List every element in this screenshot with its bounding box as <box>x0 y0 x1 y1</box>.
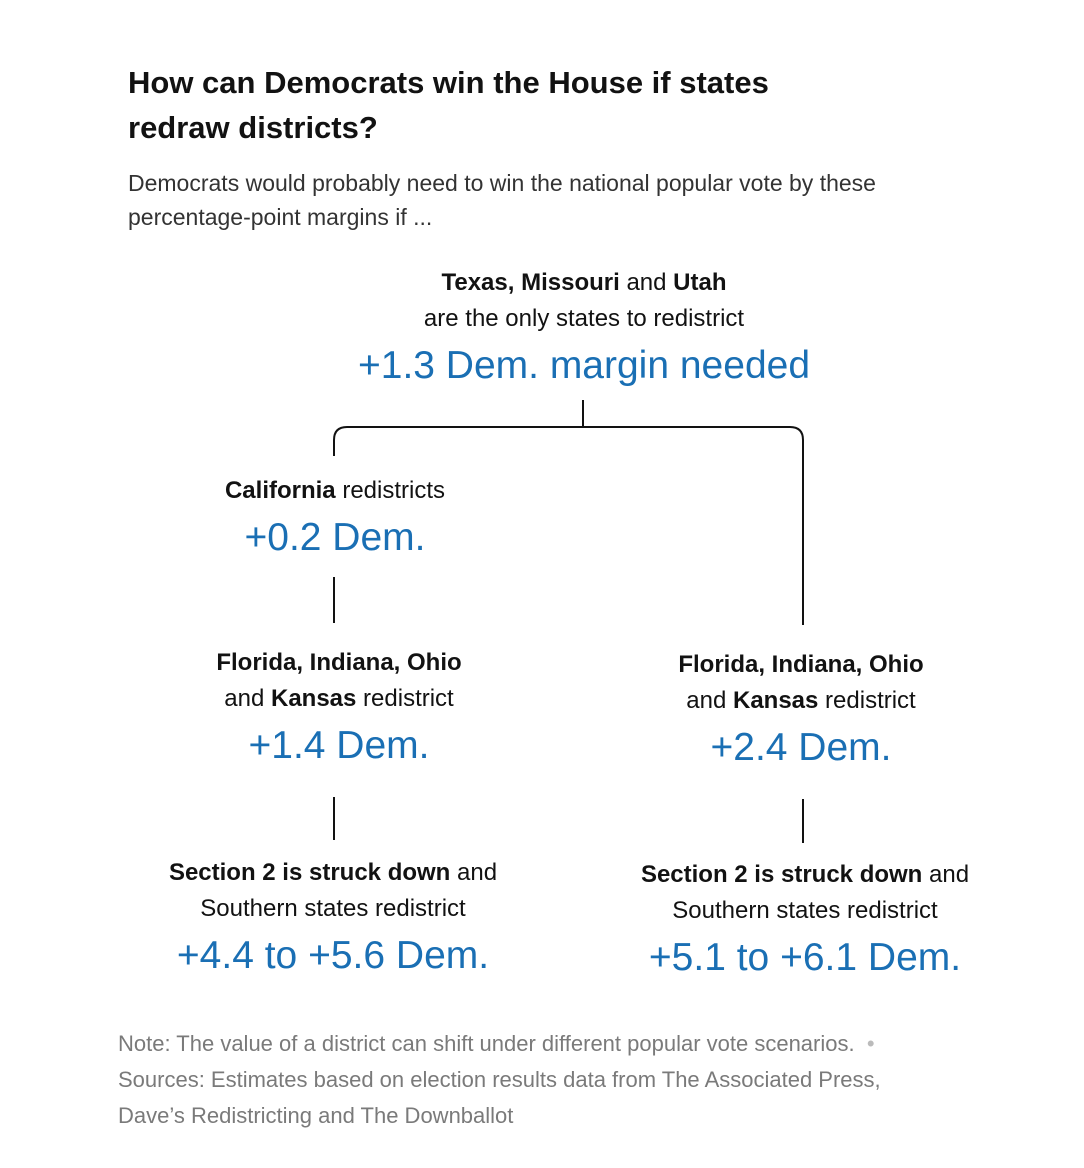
subtitle: Democrats would probably need to win the… <box>128 170 876 230</box>
node: California redistricts +0.2 Dem. <box>105 473 565 563</box>
text: redistricts <box>335 477 446 504</box>
text: Southern states redistrict <box>200 895 466 922</box>
title: How can Democrats win the House if state… <box>128 65 769 145</box>
text: and <box>686 687 733 714</box>
sources: Sources: Estimates based on election res… <box>118 1067 881 1128</box>
node-label-line: and Kansas redistrict <box>571 683 1031 719</box>
margin-needed: +2.4 Dem. <box>710 726 892 769</box>
node-label-line: Texas, Missouri and Utah <box>354 265 814 301</box>
bold-text: Texas, Missouri <box>441 269 620 296</box>
bold-text: Section 2 is struck down <box>640 861 923 888</box>
margin-needed: +5.1 to +6.1 Dem. <box>648 936 962 979</box>
margin-needed: +1.4 Dem. <box>248 724 430 767</box>
text: redistrict <box>356 685 454 712</box>
text: and <box>224 685 271 712</box>
node-label-line: are the only states to redistrict <box>354 301 814 337</box>
bold-text: Section 2 is struck down <box>168 859 451 886</box>
separator: • <box>854 1031 881 1056</box>
node: Section 2 is struck down and Southern sta… <box>103 855 563 981</box>
node-label-line: Florida, Indiana, Ohio <box>109 645 569 681</box>
text: Southern states redistrict <box>672 897 938 924</box>
text: and <box>619 269 674 296</box>
node: Florida, Indiana, Ohio and Kansas redistr… <box>109 645 569 771</box>
bold-text: Kansas <box>732 687 819 714</box>
node: Section 2 is struck down and Southern sta… <box>575 857 1035 983</box>
node-label-line: Southern states redistrict <box>103 891 563 927</box>
node-label-line: Section 2 is struck down and <box>575 857 1035 893</box>
bracket <box>333 426 804 625</box>
node-label-line: Southern states redistrict <box>575 893 1035 929</box>
text: and <box>450 859 498 886</box>
bold-text: Florida, Indiana, Ohio <box>678 651 924 678</box>
text: and <box>922 861 970 888</box>
text: redistrict <box>818 687 916 714</box>
node: Texas, Missouri and Utah are the only sta… <box>354 265 814 391</box>
node-label-line: Section 2 is struck down and <box>103 855 563 891</box>
margin-needed: +0.2 Dem. <box>244 516 426 559</box>
bold-text: Kansas <box>270 685 357 712</box>
bold-text: Florida, Indiana, Ohio <box>216 649 462 676</box>
bold-text: California <box>224 477 336 504</box>
text: are the only states to redistrict <box>423 305 745 332</box>
node-label-line: California redistricts <box>105 473 565 509</box>
footer: Note: The value of a district can shift … <box>118 1026 948 1134</box>
node: Florida, Indiana, Ohio and Kansas redistr… <box>571 647 1031 773</box>
margin-needed: +1.3 Dem. margin needed <box>357 344 811 387</box>
margin-needed: +4.4 to +5.6 Dem. <box>176 934 490 977</box>
node-label-line: and Kansas redistrict <box>109 681 569 717</box>
node-label-line: Florida, Indiana, Ohio <box>571 647 1031 683</box>
note: Note: The value of a district can shift … <box>118 1031 855 1056</box>
bold-text: Utah <box>673 269 727 296</box>
